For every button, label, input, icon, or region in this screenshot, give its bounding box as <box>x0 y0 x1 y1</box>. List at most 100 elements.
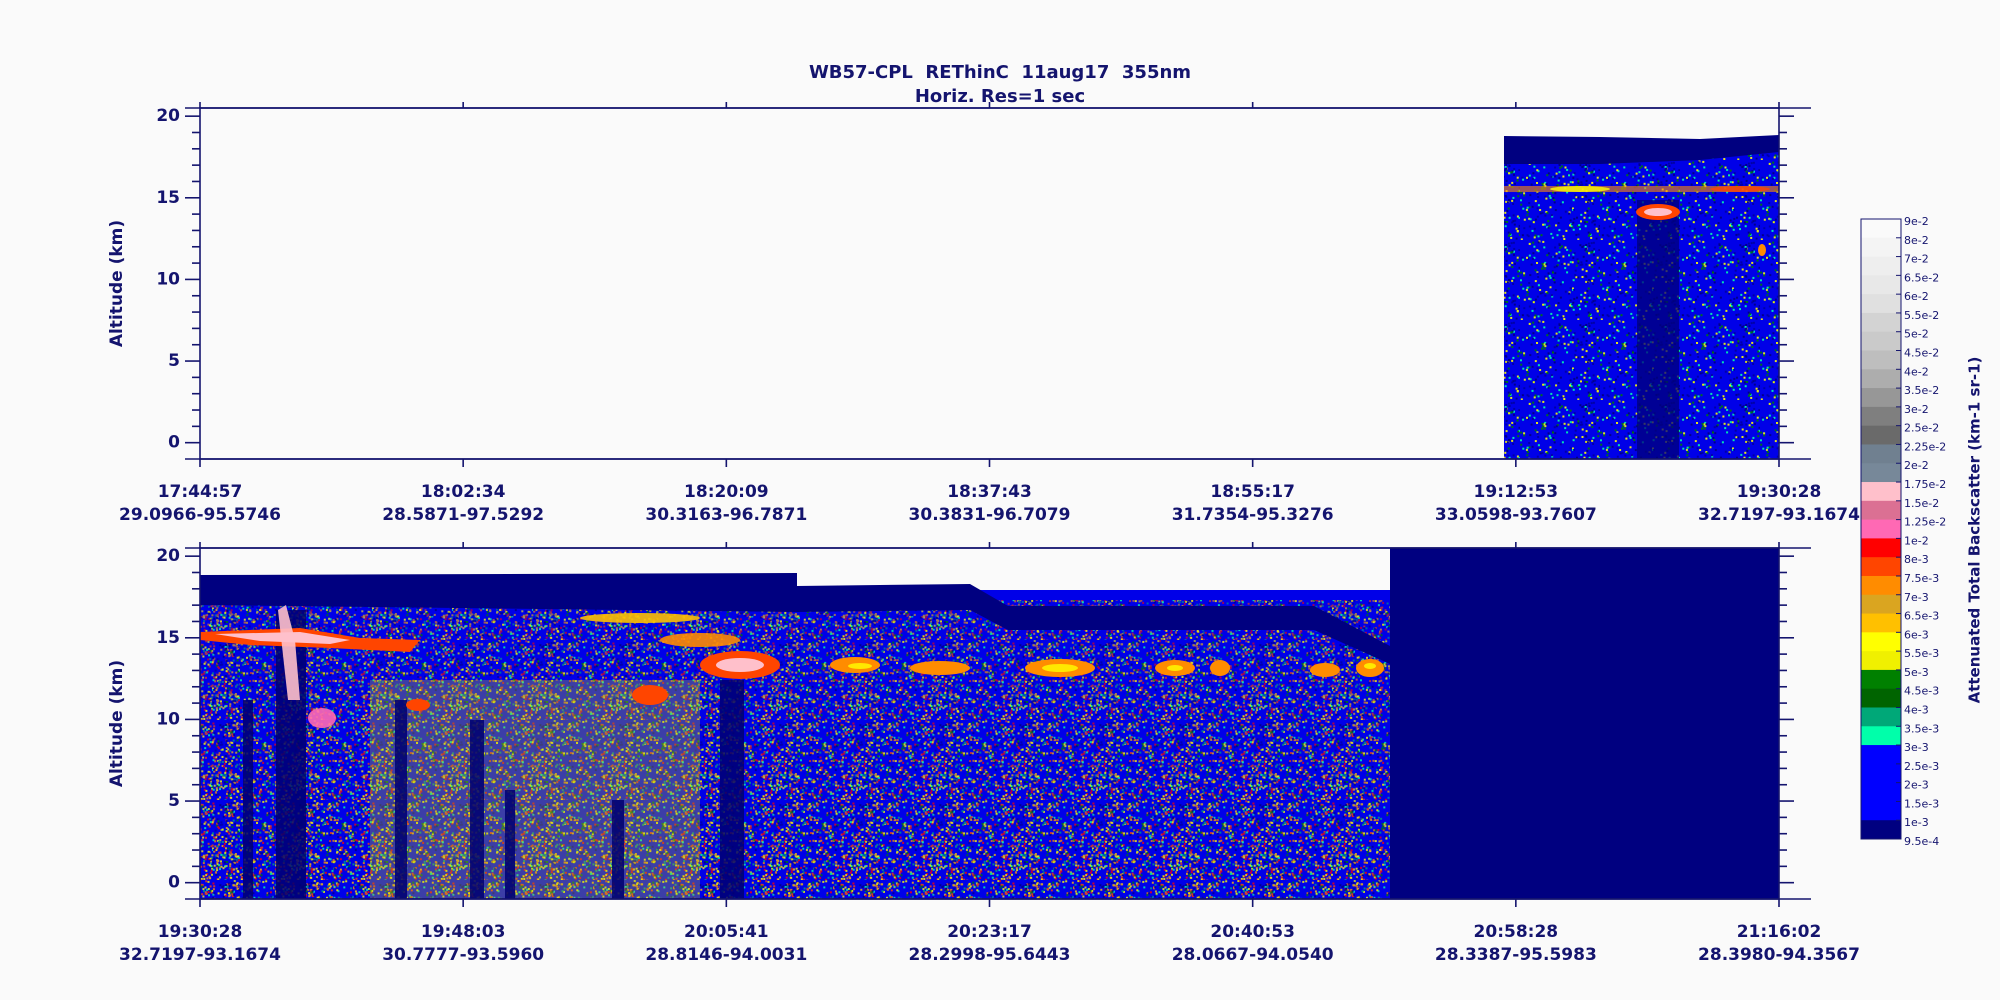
x-tick-label: 20:40:53 <box>1210 922 1295 942</box>
colorbar-tick-label: 1.5e-3 <box>1904 797 1939 810</box>
x-tick-label: 18:37:43 <box>947 482 1032 502</box>
y-tick-label: 15 <box>156 628 180 648</box>
y-tick-label: 20 <box>156 546 180 566</box>
backscatter-image <box>200 548 1779 899</box>
x-tick-label: 20:58:28 <box>1474 922 1559 942</box>
colorbar-tick-label: 3e-3 <box>1904 741 1929 754</box>
x-tick-label: 18:02:34 <box>421 482 506 502</box>
x-tick-label: 20:05:41 <box>684 922 769 942</box>
colorbar-tick-label: 1.5e-2 <box>1904 497 1939 510</box>
colorbar-swatch <box>1861 801 1901 821</box>
colorbar-swatch <box>1861 669 1901 690</box>
colorbar-swatch <box>1861 350 1901 370</box>
colorbar-tick-label: 2.5e-2 <box>1904 422 1939 435</box>
colorbar-swatch <box>1861 425 1901 445</box>
y-tick-label: 0 <box>168 433 180 453</box>
colorbar-tick-label: 6.5e-2 <box>1904 271 1939 284</box>
colorbar-tick-label: 7e-2 <box>1904 253 1929 266</box>
colorbar-swatch <box>1861 557 1901 577</box>
x-tick-label: 19:30:28 <box>1737 482 1822 502</box>
x-location-label: 32.7197-93.1674 <box>119 945 281 965</box>
colorbar-swatch <box>1861 632 1901 652</box>
colorbar-swatch <box>1861 651 1901 671</box>
colorbar-swatch <box>1861 482 1901 502</box>
colorbar-tick-label: 4e-2 <box>1904 365 1929 378</box>
colorbar-swatch <box>1861 275 1901 295</box>
x-location-label: 30.3163-96.7871 <box>645 505 807 525</box>
x-location-label: 28.3980-94.3567 <box>1698 945 1860 965</box>
colorbar-tick-label: 7.5e-3 <box>1904 572 1939 585</box>
colorbar-tick-label: 5e-3 <box>1904 666 1929 679</box>
x-location-label: 30.7777-93.5960 <box>382 945 544 965</box>
x-tick-label: 19:48:03 <box>421 922 506 942</box>
x-tick-label: 17:44:57 <box>158 482 243 502</box>
backscatter-image <box>1504 135 1779 459</box>
colorbar-swatch <box>1861 575 1901 596</box>
x-location-label: 31.7354-95.3276 <box>1172 505 1334 525</box>
colorbar-swatch <box>1861 369 1901 389</box>
colorbar-swatch <box>1861 538 1901 558</box>
colorbar-frame <box>1860 218 1902 840</box>
colorbar-tick-label: 5.5e-3 <box>1904 647 1939 660</box>
colorbar-tick-label: 6.5e-3 <box>1904 610 1939 623</box>
y-tick-label: 0 <box>168 873 180 893</box>
x-location-label: 30.3831-96.7079 <box>909 505 1071 525</box>
colorbar-tick-label: 1.75e-2 <box>1904 478 1946 491</box>
colorbar-swatch <box>1861 782 1901 802</box>
colorbar-swatch <box>1861 594 1901 615</box>
x-location-label: 28.8146-94.0031 <box>645 945 807 965</box>
colorbar-swatch <box>1861 312 1901 333</box>
x-tick-label: 21:16:02 <box>1737 922 1822 942</box>
x-tick-label: 19:12:53 <box>1474 482 1559 502</box>
x-location-label: 28.3387-95.5983 <box>1435 945 1597 965</box>
colorbar-swatch <box>1861 256 1901 276</box>
colorbar-tick-label: 6e-2 <box>1904 290 1929 303</box>
colorbar-swatch <box>1861 500 1901 521</box>
x-location-label: 28.0667-94.0540 <box>1172 945 1334 965</box>
colorbar-label: Attenuated Total Backscatter (km-1 sr-1) <box>1966 357 1984 704</box>
axes: 0 5 10 15 20 17:44:57 29.0966-95.5746 18:02:34 2… <box>107 102 1860 965</box>
colorbar-tick-label: 1.25e-2 <box>1904 516 1946 529</box>
x-location-label: 32.7197-93.1674 <box>1698 505 1860 525</box>
x-tick-label: 20:23:17 <box>947 922 1032 942</box>
colorbar-tick-label: 4.5e-3 <box>1904 685 1939 698</box>
x-location-label: 28.2998-95.6443 <box>909 945 1071 965</box>
y-tick-label: 5 <box>168 791 180 811</box>
colorbar-swatch <box>1861 219 1901 239</box>
colorbar-tick-label: 8e-3 <box>1904 553 1929 566</box>
colorbar-tick-label: 7e-3 <box>1904 591 1929 604</box>
colorbar: 9e-2 8e-2 7e-2 6.5e-2 6e-2 5.5e-2 5e-2 4.5e-2 4e… <box>1860 215 1946 848</box>
colorbar-tick-label: 2e-3 <box>1904 779 1929 792</box>
y-tick-label: 10 <box>156 709 180 729</box>
chart-subtitle: Horiz. Res=1 sec <box>915 86 1085 107</box>
colorbar-swatch <box>1861 820 1901 840</box>
colorbar-tick-label: 1e-3 <box>1904 816 1929 829</box>
y-axis-label: Altitude (km) <box>107 220 127 347</box>
colorbar-swatch <box>1861 294 1901 314</box>
colorbar-tick-label: 2.5e-3 <box>1904 760 1939 773</box>
colorbar-swatch <box>1861 463 1901 483</box>
x-tick-label: 18:55:17 <box>1210 482 1295 502</box>
colorbar-tick-label: 3e-2 <box>1904 403 1929 416</box>
colorbar-swatch <box>1861 707 1901 727</box>
colorbar-swatch <box>1861 444 1901 464</box>
colorbar-tick-label: 2e-2 <box>1904 459 1929 472</box>
colorbar-swatch <box>1861 613 1901 633</box>
colorbar-tick-label: 9.5e-4 <box>1904 835 1939 848</box>
x-tick-label: 18:20:09 <box>684 482 769 502</box>
x-tick-label: 19:30:28 <box>158 922 243 942</box>
x-location-label: 29.0966-95.5746 <box>119 505 281 525</box>
colorbar-tick-label: 4e-3 <box>1904 703 1929 716</box>
colorbar-tick-label: 4.5e-2 <box>1904 347 1939 360</box>
colorbar-tick-label: 9e-2 <box>1904 215 1929 228</box>
chart-title: WB57-CPL REThinC 11aug17 355nm <box>809 62 1191 83</box>
y-tick-label: 5 <box>168 351 180 371</box>
colorbar-tick-label: 3.5e-2 <box>1904 384 1939 397</box>
colorbar-swatch <box>1861 406 1901 427</box>
y-tick-label: 10 <box>156 269 180 289</box>
colorbar-tick-label: 8e-2 <box>1904 234 1929 247</box>
y-tick-label: 20 <box>156 106 180 126</box>
colorbar-tick-label: 3.5e-3 <box>1904 722 1939 735</box>
colorbar-swatch <box>1861 763 1901 784</box>
